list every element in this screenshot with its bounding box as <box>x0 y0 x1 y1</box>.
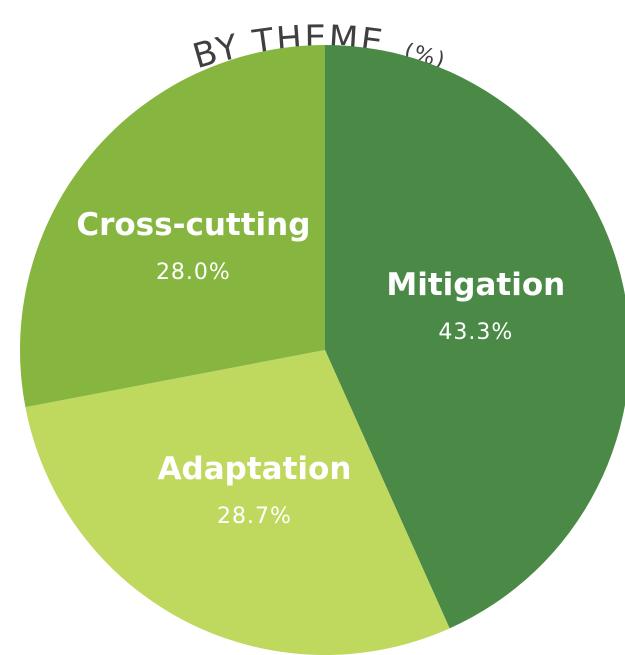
pie-slices <box>19 45 625 655</box>
pie-slice-mitigation <box>325 45 625 629</box>
pie-labels: Mitigation 43.3% Adaptation 28.7% Cross-cutt… <box>76 207 565 529</box>
pie-slice-cross-cutting <box>19 45 325 408</box>
pie-slice-adaptation <box>25 350 450 655</box>
slice-label: Mitigation <box>386 267 565 303</box>
slice-value-label: 28.0% <box>156 260 231 285</box>
slice-value-label: 28.7% <box>217 504 292 529</box>
slice-value-label: 43.3% <box>438 320 513 345</box>
slice-label: Cross-cutting <box>76 207 310 243</box>
slice-label: Adaptation <box>158 451 352 487</box>
